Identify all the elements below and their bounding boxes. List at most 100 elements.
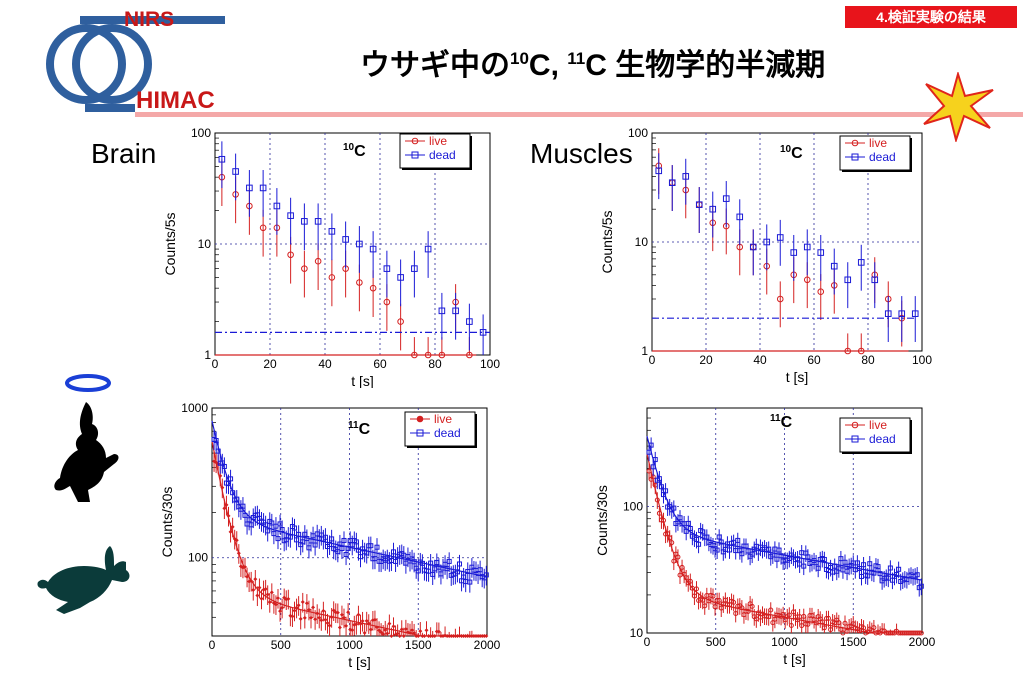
legend-marker [851, 435, 859, 443]
x-tick-label: 80 [428, 357, 442, 371]
point-dead [424, 245, 432, 253]
point-live [288, 613, 293, 618]
point-live [438, 351, 446, 359]
point-dead [273, 202, 281, 210]
point-dead [341, 537, 347, 543]
point-live [459, 634, 464, 638]
point-live [397, 318, 404, 325]
point-dead [911, 310, 919, 317]
legend-label: dead [869, 432, 896, 446]
point-live [463, 634, 468, 638]
point-live [224, 502, 229, 507]
point-live [257, 585, 262, 590]
point-live [411, 351, 418, 359]
point-live [319, 618, 324, 623]
point-dead [479, 329, 487, 336]
point-live [249, 578, 254, 583]
brain-label: Brain [91, 138, 157, 169]
point-live [465, 634, 470, 638]
point-live [337, 625, 342, 630]
point-live [313, 617, 318, 622]
point-dead [776, 234, 784, 241]
point-live [861, 625, 867, 631]
point-live [424, 628, 429, 633]
point-dead [457, 561, 462, 567]
title-underline [135, 112, 1023, 117]
dead-rabbit-icon [54, 402, 119, 502]
point-dead [213, 437, 219, 443]
legend-label: live [869, 136, 887, 150]
point-live [786, 612, 792, 618]
point-live [259, 596, 264, 601]
point-live [287, 251, 294, 259]
point-live [286, 596, 291, 601]
point-live [306, 607, 311, 612]
point-dead [215, 448, 221, 454]
point-dead [817, 249, 825, 256]
x-tick-label: 0 [644, 635, 651, 649]
point-live [387, 621, 392, 626]
point-live [654, 497, 660, 503]
point-dead [467, 579, 473, 585]
point-live [385, 631, 390, 636]
point-live [362, 630, 367, 635]
point-dead [838, 556, 844, 562]
logo-top-text: NIRS [124, 8, 174, 31]
point-dead [287, 212, 294, 219]
x-tick-label: 60 [373, 357, 387, 371]
point-live [420, 634, 425, 638]
point-dead [884, 310, 892, 317]
point-live [389, 634, 394, 638]
point-live [234, 538, 239, 543]
point-dead [314, 218, 322, 225]
point-live [731, 599, 737, 605]
x-tick-label: 100 [480, 357, 500, 371]
isotope-mass-number: 10 [343, 142, 355, 153]
point-live [661, 517, 666, 523]
point-dead [696, 541, 702, 547]
point-dead [668, 179, 676, 186]
point-live [296, 603, 301, 608]
y-tick-label: 1 [204, 348, 211, 362]
point-dead [411, 265, 418, 272]
legend-label: live [434, 412, 452, 426]
point-dead [652, 457, 658, 463]
point-dead [397, 274, 404, 281]
title-pre: ウサギ中の [360, 49, 510, 82]
point-dead [446, 558, 452, 564]
point-dead [322, 534, 328, 540]
point-dead [328, 228, 336, 235]
point-live [240, 565, 245, 570]
point-dead [830, 262, 838, 270]
point-live [301, 265, 308, 272]
point-live [826, 615, 831, 621]
point-live [436, 629, 441, 634]
logo-bottom-text: HIMAC [136, 87, 215, 114]
point-live [327, 623, 332, 628]
legend-label: live [429, 134, 447, 148]
x-tick-label: 40 [753, 353, 767, 367]
point-live [259, 224, 267, 232]
point-live [243, 564, 247, 569]
point-live [290, 614, 295, 619]
point-dead [259, 184, 267, 192]
point-live [416, 634, 421, 638]
point-live [383, 628, 388, 633]
isotope-symbol: C [354, 143, 366, 160]
point-dead [871, 276, 879, 284]
point-dead [918, 583, 924, 589]
point-live [218, 473, 223, 478]
point-live [265, 592, 270, 597]
slide-title: ウサギ中の10C, 11C 生物学的半減期 [360, 40, 825, 84]
point-dead [735, 537, 741, 543]
point-dead [372, 556, 378, 562]
x-axis-label: t [s] [783, 651, 806, 667]
point-live [702, 603, 708, 609]
point-dead [369, 245, 377, 253]
point-dead [312, 542, 318, 548]
point-live [480, 634, 485, 638]
point-live [422, 634, 427, 638]
point-live [383, 298, 391, 306]
point-live [292, 608, 297, 613]
point-live [484, 634, 489, 638]
